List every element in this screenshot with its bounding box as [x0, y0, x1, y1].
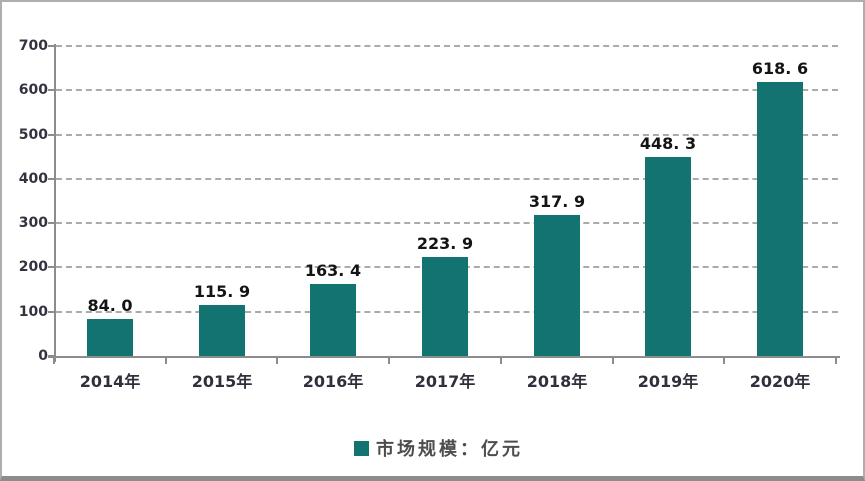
gridline-600: [56, 89, 838, 92]
x-axis-tick: [164, 358, 167, 364]
x-axis-category-label: 2018年: [526, 372, 588, 391]
x-axis-category-label: 2015年: [191, 372, 253, 391]
y-axis-tick: [48, 310, 54, 313]
bar-value-label: 115. 9: [193, 282, 251, 301]
gridline-400: [56, 177, 838, 180]
y-axis-tick: [48, 266, 54, 269]
bar: [645, 157, 691, 356]
x-axis-tick: [53, 358, 55, 364]
x-axis-tick: [388, 358, 391, 364]
bar-value-label: 163. 4: [304, 261, 362, 280]
y-axis-tick: [48, 177, 54, 180]
y-axis-label: 300: [18, 215, 48, 232]
bar: [87, 319, 133, 356]
legend-label: 市场规模：亿元: [376, 439, 523, 460]
bar-value-label: 448. 3: [639, 134, 697, 153]
gridline-500: [56, 133, 838, 136]
legend-swatch: [354, 440, 369, 456]
bar: [199, 305, 245, 356]
bar-value-label: 317. 9: [528, 192, 586, 211]
bar: [422, 257, 468, 356]
bar-value-label: 84. 0: [87, 296, 133, 315]
x-axis-tick: [723, 358, 726, 364]
y-axis-label: 200: [18, 259, 48, 276]
y-axis-tick: [48, 45, 54, 47]
y-axis-tick: [48, 89, 54, 92]
y-axis-tick: [48, 133, 54, 136]
y-axis-label: 700: [18, 38, 48, 54]
x-axis-tick: [499, 358, 502, 364]
bar: [757, 82, 803, 356]
bar: [534, 215, 580, 356]
y-axis-tick: [48, 222, 54, 225]
y-axis-label: 400: [18, 170, 48, 187]
bar: [310, 284, 356, 356]
x-axis-tick: [276, 358, 279, 364]
y-axis: [54, 44, 56, 362]
y-axis-label: 600: [18, 82, 48, 99]
bar-value-label: 618. 6: [751, 59, 809, 78]
x-axis-category-label: 2016年: [302, 372, 364, 391]
x-axis-category-label: 2017年: [414, 372, 476, 391]
gridline-700: [56, 45, 838, 47]
legend: 市场规模：亿元: [354, 435, 523, 461]
y-axis-label: 500: [18, 126, 48, 143]
x-axis-tick: [611, 358, 614, 364]
y-axis-label: 0: [38, 348, 48, 364]
gridline-300: [56, 222, 838, 225]
x-axis: [48, 356, 840, 358]
bar-value-label: 223. 9: [416, 234, 474, 253]
y-axis-label: 100: [18, 303, 48, 320]
x-axis-tick: [835, 358, 837, 364]
x-axis-category-label: 2014年: [79, 372, 141, 391]
x-axis-category-label: 2020年: [749, 372, 811, 391]
x-axis-category-label: 2019年: [637, 372, 699, 391]
